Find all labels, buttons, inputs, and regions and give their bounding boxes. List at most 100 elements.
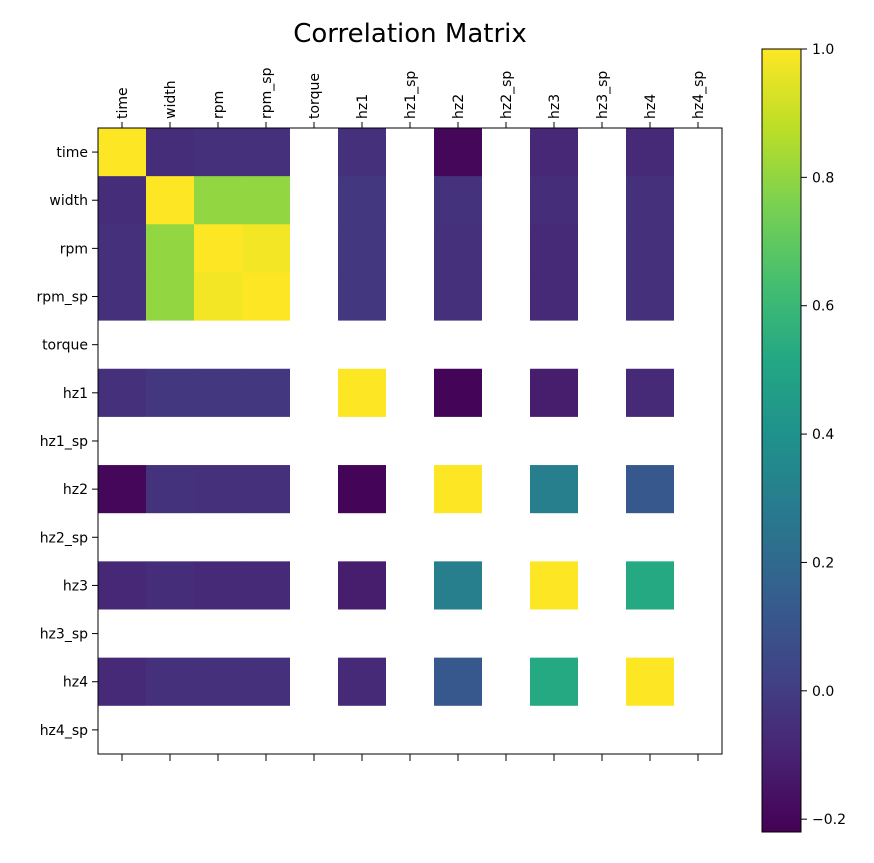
x-tick-label: hz2: [451, 94, 467, 119]
heatmap-cell: [674, 368, 723, 418]
heatmap-cell: [290, 128, 339, 177]
heatmap-cell: [242, 513, 291, 562]
heatmap-cell: [482, 128, 531, 177]
y-tick-label: time: [56, 145, 88, 161]
heatmap-cell: [674, 705, 723, 755]
heatmap-cell: [98, 224, 147, 273]
heatmap-cell: [146, 176, 195, 225]
heatmap-cell: [146, 224, 195, 273]
heatmap-cell: [386, 561, 435, 610]
heatmap-cell: [242, 561, 291, 610]
heatmap-cell: [482, 465, 531, 514]
heatmap-cell: [194, 224, 243, 273]
heatmap-cell: [386, 272, 435, 322]
colorbar-tick-label: 0.0: [812, 684, 834, 700]
heatmap-cell: [530, 609, 579, 659]
heatmap-cell: [242, 416, 291, 466]
heatmap-cell: [290, 465, 339, 514]
heatmap-cell: [578, 368, 627, 418]
y-tick-label: rpm: [60, 241, 88, 257]
heatmap-cell: [146, 465, 195, 514]
heatmap-cell: [578, 657, 627, 707]
heatmap-cell: [674, 513, 723, 562]
colorbar-tick-label: 0.4: [812, 427, 834, 443]
heatmap-cell: [386, 513, 435, 562]
heatmap-cell: [386, 416, 435, 466]
colorbar-ticks: 1.0 0.8 0.6 0.4 0.2 0.0 −0.2: [801, 42, 846, 828]
heatmap-cell: [674, 416, 723, 466]
heatmap-cell: [98, 128, 147, 177]
heatmap-cell: [482, 272, 531, 322]
heatmap-cell: [386, 128, 435, 177]
heatmap-cell: [578, 176, 627, 225]
heatmap-cell: [530, 416, 579, 466]
heatmap-cell: [674, 609, 723, 659]
heatmap-cell: [674, 320, 723, 370]
heatmap-cell: [146, 272, 195, 322]
x-tick-label: hz1: [355, 94, 371, 119]
heatmap-cells: [98, 128, 723, 755]
heatmap-cell: [146, 368, 195, 418]
heatmap-cell: [338, 465, 387, 514]
heatmap-cell: [386, 705, 435, 755]
heatmap-cell: [338, 657, 387, 707]
heatmap-cell: [578, 272, 627, 322]
heatmap-cell: [434, 705, 483, 755]
heatmap-cell: [626, 513, 675, 562]
colorbar-tick-label: −0.2: [812, 812, 846, 828]
heatmap-cell: [338, 513, 387, 562]
heatmap-cell: [98, 513, 147, 562]
heatmap-cell: [578, 128, 627, 177]
heatmap-cell: [626, 609, 675, 659]
heatmap-cell: [674, 561, 723, 610]
heatmap-cell: [626, 657, 675, 707]
heatmap-cell: [146, 128, 195, 177]
y-tick-label: rpm_sp: [37, 290, 89, 306]
heatmap-cell: [338, 128, 387, 177]
y-tick-label: hz1: [63, 386, 88, 402]
colorbar-tick-label: 1.0: [812, 42, 834, 58]
heatmap-cell: [434, 224, 483, 273]
heatmap-cell: [98, 320, 147, 370]
heatmap-cell: [530, 320, 579, 370]
heatmap-cell: [146, 513, 195, 562]
heatmap-cell: [98, 465, 147, 514]
x-tick-label: hz2_sp: [499, 71, 515, 119]
colorbar-tick-label: 0.6: [812, 299, 834, 315]
heatmap-cell: [290, 416, 339, 466]
heatmap-cell: [242, 609, 291, 659]
colorbar-tick-label: 0.8: [812, 170, 834, 186]
y-tick-label: width: [49, 193, 88, 209]
heatmap-cell: [290, 224, 339, 273]
heatmap-cell: [290, 609, 339, 659]
heatmap-cell: [98, 705, 147, 755]
heatmap-cell: [626, 561, 675, 610]
heatmap-cell: [290, 705, 339, 755]
heatmap-cell: [434, 128, 483, 177]
heatmap-cell: [530, 368, 579, 418]
heatmap-cell: [194, 416, 243, 466]
heatmap-cell: [530, 657, 579, 707]
x-tick-label: time: [115, 87, 131, 119]
heatmap-cell: [674, 465, 723, 514]
heatmap-cell: [578, 609, 627, 659]
heatmap-cell: [626, 272, 675, 322]
heatmap-cell: [386, 368, 435, 418]
heatmap-cell: [626, 368, 675, 418]
heatmap-cell: [578, 465, 627, 514]
y-tick-label: hz3: [63, 578, 88, 594]
heatmap-cell: [674, 657, 723, 707]
heatmap-cell: [290, 561, 339, 610]
heatmap-cell: [674, 272, 723, 322]
heatmap-cell: [578, 224, 627, 273]
heatmap-cell: [98, 272, 147, 322]
heatmap-cell: [626, 176, 675, 225]
heatmap-cell: [386, 609, 435, 659]
heatmap-cell: [146, 320, 195, 370]
heatmap-cell: [626, 128, 675, 177]
heatmap-cell: [338, 224, 387, 273]
heatmap-cell: [530, 224, 579, 273]
